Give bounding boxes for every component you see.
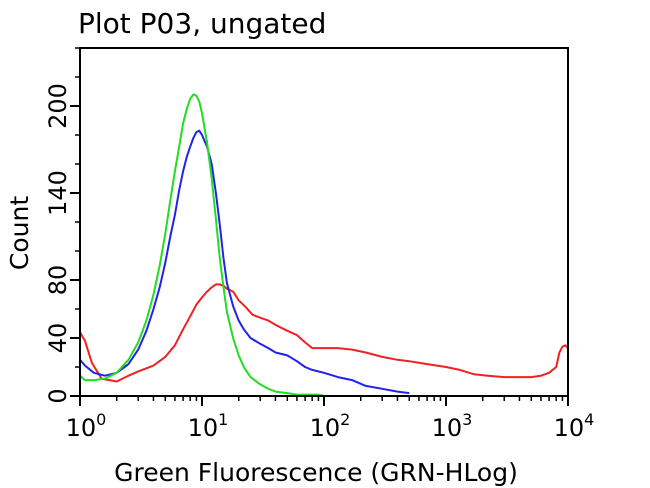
x-tick-label: 103 [432,410,473,442]
y-tick-label: 200 [44,83,72,129]
x-tick-label: 101 [188,410,229,442]
series-layer [79,93,569,397]
x-tick-label: 100 [66,410,107,442]
y-tick-label: 40 [44,323,72,354]
y-axis: 0 40 80 140 200 [44,47,80,404]
y-tick-label: 80 [44,265,72,296]
y-tick-label: 140 [44,170,72,216]
plot-area [79,47,569,397]
x-tick-label: 104 [554,410,595,442]
series-line-1 [79,283,569,383]
chart-title: Plot P03, ungated [78,7,326,40]
y-axis-label: Count [5,196,34,270]
series-line-2 [79,129,410,395]
series-line-3 [79,93,325,397]
y-tick-label: 0 [44,388,72,403]
plot-frame [79,47,569,397]
x-axis-label: Green Fluorescence (GRN-HLog) [114,458,518,487]
x-axis: 100 101 102 103 104 [66,396,595,442]
x-tick-label: 102 [310,410,351,442]
